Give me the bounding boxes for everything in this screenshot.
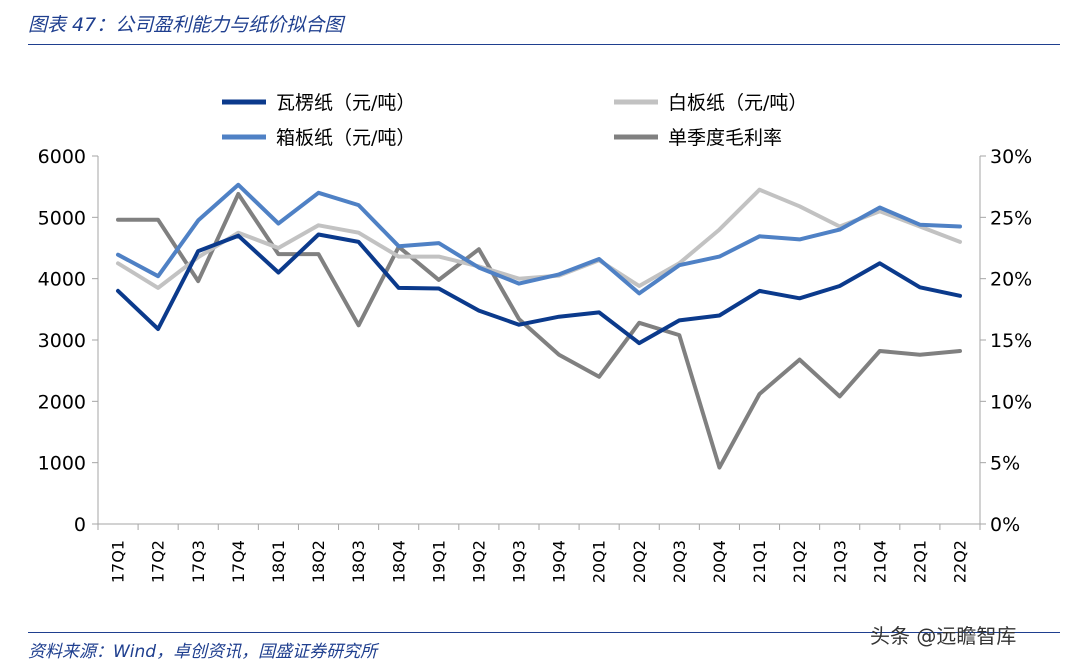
left-tick-label: 6000: [38, 146, 86, 168]
right-tick-label: 30%: [990, 146, 1032, 168]
chart-legend: 瓦楞纸（元/吨） 白板纸（元/吨） 箱板纸（元/吨） 单季度毛利率: [222, 92, 807, 149]
right-tick-label: 25%: [990, 207, 1032, 229]
x-tick-label: 17Q2: [149, 540, 168, 583]
left-tick-label: 0: [74, 514, 86, 536]
left-tick-label: 4000: [38, 269, 86, 291]
x-tick-label: 18Q2: [309, 540, 328, 583]
right-tick-label: 5%: [990, 453, 1020, 475]
legend-label: 瓦楞纸（元/吨）: [276, 92, 415, 114]
legend-label: 箱板纸（元/吨）: [276, 127, 415, 149]
x-tick-label: 17Q3: [189, 540, 208, 583]
x-tick-label: 22Q1: [910, 540, 929, 583]
figure-title: 图表 47：公司盈利能力与纸价拟合图: [28, 14, 344, 36]
x-tick-label: 20Q1: [590, 540, 609, 583]
series-line: [116, 192, 962, 470]
x-tick-label: 19Q3: [510, 540, 529, 583]
x-tick-label: 21Q4: [870, 540, 889, 583]
x-tick-label: 18Q4: [389, 540, 408, 583]
x-tick-label: 17Q4: [229, 540, 248, 583]
x-tick-label: 21Q2: [790, 540, 809, 583]
source-rule: [28, 632, 1060, 633]
x-tick-label: 17Q1: [109, 540, 128, 583]
right-tick-label: 10%: [990, 391, 1032, 413]
x-tick-label: 18Q3: [349, 540, 368, 583]
chart-axes: 0 1000 2000 3000 4000 5000 6000 0% 5% 10% 15% 20% 25…: [38, 146, 1033, 583]
x-tick-label: 21Q1: [750, 540, 769, 583]
x-tick-label: 19Q4: [550, 540, 569, 583]
left-tick-label: 3000: [38, 330, 86, 352]
left-tick-label: 1000: [38, 453, 86, 475]
x-tick-label: 22Q2: [951, 540, 970, 583]
x-tick-label: 18Q1: [269, 540, 288, 583]
x-tick-label: 20Q2: [630, 540, 649, 583]
x-tick-label: 21Q3: [830, 540, 849, 583]
x-tick-label: 19Q1: [429, 540, 448, 583]
left-tick-label: 2000: [38, 391, 86, 413]
legend-label: 白板纸（元/吨）: [668, 92, 807, 114]
right-tick-label: 15%: [990, 330, 1032, 352]
series-line: [116, 182, 962, 296]
chart-series: [116, 182, 962, 470]
x-tick-label: 20Q4: [710, 540, 729, 583]
source-note: 资料来源：Wind，卓创资讯，国盛证券研究所: [28, 642, 378, 662]
title-rule: [28, 44, 1060, 45]
left-tick-label: 5000: [38, 207, 86, 229]
series-line: [116, 232, 962, 346]
x-tick-label: 20Q3: [670, 540, 689, 583]
legend-label: 单季度毛利率: [668, 127, 782, 149]
right-tick-label: 0%: [990, 514, 1020, 536]
x-tick-label: 19Q2: [469, 540, 488, 583]
right-tick-label: 20%: [990, 269, 1032, 291]
watermark: 头条 @远瞻智库: [870, 624, 1017, 648]
